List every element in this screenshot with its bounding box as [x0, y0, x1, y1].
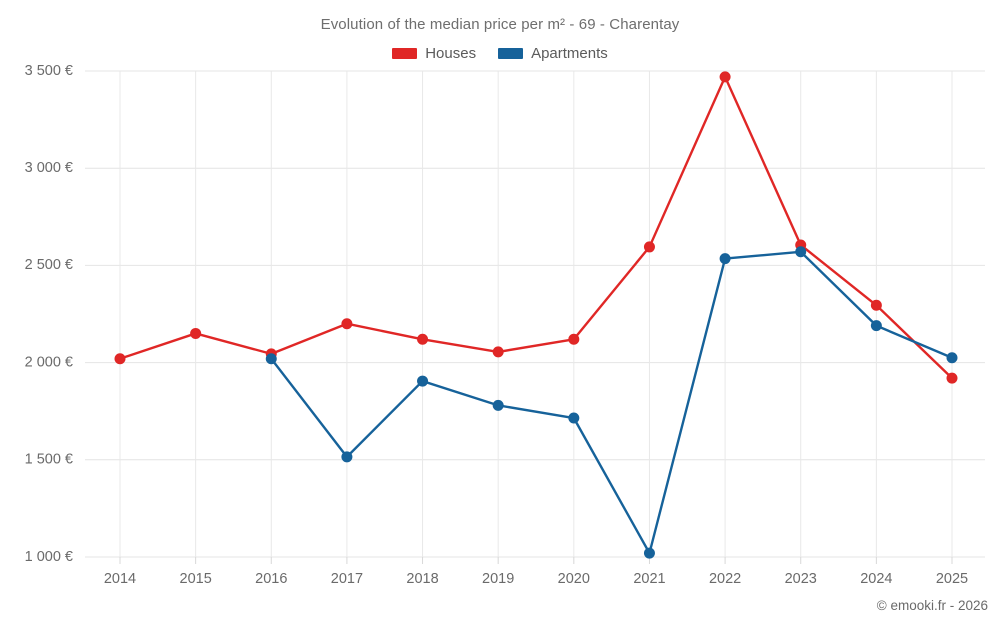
data-point[interactable]	[870, 320, 882, 332]
x-axis-tick-label: 2014	[104, 571, 136, 587]
data-point[interactable]	[795, 246, 807, 258]
y-axis-tick-label: 2 000 €	[25, 354, 73, 370]
y-axis-tick-labels: 1 000 € 1 500 € 2 000 € 2 500 € 3 000 € 3 500…	[25, 63, 73, 565]
data-point[interactable]	[568, 333, 580, 345]
data-point[interactable]	[946, 372, 958, 384]
data-point[interactable]	[190, 327, 202, 339]
y-axis-tick-label: 3 500 €	[25, 63, 73, 79]
x-axis-tick-labels: 2014 2015 2016 2017 2018 2019 2020 2021 2022 2023…	[104, 571, 968, 587]
x-axis-tick-label: 2016	[255, 571, 287, 587]
legend-item-apartments[interactable]: Apartments	[498, 45, 608, 62]
x-axis-tick-label: 2022	[709, 571, 741, 587]
data-point[interactable]	[870, 299, 882, 311]
x-axis-tick-label: 2019	[482, 571, 514, 587]
data-point[interactable]	[643, 241, 655, 253]
data-point[interactable]	[417, 375, 429, 387]
data-point[interactable]	[719, 71, 731, 83]
data-point[interactable]	[719, 253, 731, 265]
x-axis-tick-label: 2020	[558, 571, 590, 587]
legend-label-apartments: Apartments	[531, 45, 608, 62]
data-point[interactable]	[265, 353, 277, 365]
legend-swatch-apartments	[498, 48, 524, 59]
chart-legend: Houses Apartments	[0, 45, 1000, 62]
grid-lines	[85, 70, 985, 564]
x-axis-tick-label: 2018	[406, 571, 438, 587]
data-point[interactable]	[643, 547, 655, 559]
legend-item-houses[interactable]: Houses	[392, 45, 476, 62]
data-point[interactable]	[341, 451, 353, 463]
x-axis-tick-label: 2015	[180, 571, 212, 587]
x-axis-tick-label: 2023	[785, 571, 817, 587]
y-axis-tick-label: 1 500 €	[25, 452, 73, 468]
y-axis-tick-label: 2 500 €	[25, 257, 73, 273]
chart-title: Evolution of the median price per m² - 6…	[320, 16, 680, 33]
data-point[interactable]	[492, 346, 504, 358]
data-point[interactable]	[114, 353, 126, 365]
data-point[interactable]	[341, 318, 353, 330]
y-axis-tick-label: 1 000 €	[25, 549, 73, 565]
y-axis-tick-label: 3 000 €	[25, 160, 73, 176]
data-point[interactable]	[946, 352, 958, 364]
data-series-layer	[114, 71, 958, 559]
legend-label-houses: Houses	[425, 45, 477, 62]
x-axis-tick-label: 2021	[633, 571, 665, 587]
data-point[interactable]	[492, 399, 504, 411]
series-apartments	[265, 246, 958, 559]
data-point[interactable]	[568, 412, 580, 424]
legend-swatch-houses	[392, 48, 418, 59]
x-axis-tick-label: 2025	[936, 571, 968, 587]
x-axis-tick-label: 2017	[331, 571, 363, 587]
copyright-credit: © emooki.fr - 2026	[876, 598, 988, 613]
series-line	[270, 250, 954, 555]
x-axis-tick-label: 2024	[860, 571, 892, 587]
series-line	[118, 75, 954, 380]
series-houses	[114, 71, 958, 384]
data-point[interactable]	[417, 333, 429, 345]
